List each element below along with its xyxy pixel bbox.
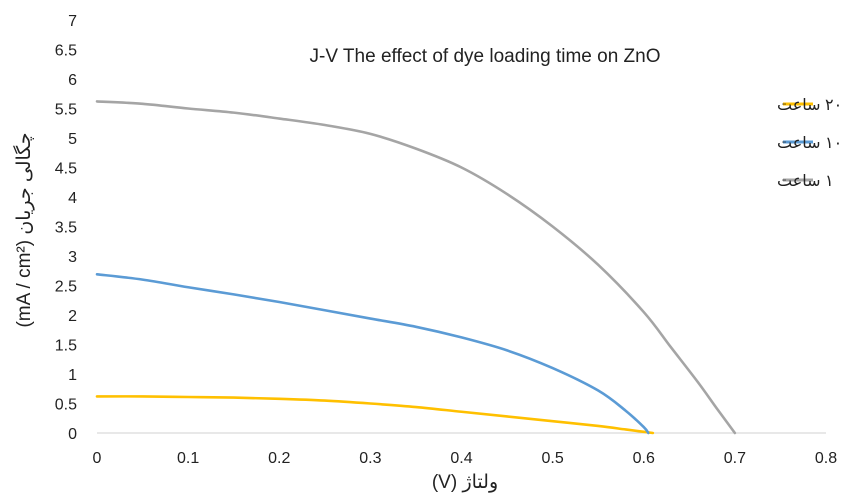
x-tick-label: 0.3 [359,450,381,467]
legend-label-2: ۱۰ ساعت [777,135,842,152]
y-tick-label: 3.5 [55,220,77,237]
y-tick-label: 3 [68,249,77,266]
y-axis-label: چگالی جریان (mA / cm²) [12,132,35,327]
series-line-3 [95,100,737,435]
x-tick-label: 0.2 [268,450,290,467]
x-tick-label: 0.7 [724,450,746,467]
y-tick-label: 4.5 [55,161,77,178]
x-tick-label: 0 [93,450,102,467]
series-lines [95,100,737,435]
y-tick-label: 4 [68,190,77,207]
x-tick-label: 0.5 [542,450,564,467]
chart-title: J-V The effect of dye loading time on Zn… [310,46,661,67]
legend: ۲۰ ساعت ۱۰ ساعت ۱ ساعت [777,97,842,190]
x-tick-label: 0.1 [177,450,199,467]
y-tick-label: 5.5 [55,102,77,119]
y-tick-label: 6 [68,72,77,89]
y-tick-label: 2.5 [55,279,77,296]
y-tick-label: 6.5 [55,43,77,60]
y-tick-label: 1.5 [55,338,77,355]
y-tick-label: 7 [68,13,77,30]
x-tick-label: 0.8 [815,450,837,467]
legend-label-3: ۱ ساعت [777,173,834,190]
axes: 0 0.1 0.2 0.3 0.4 0.5 0.6 0.7 0.8 0 0.5 1 1.5 2 2.5 3 3.… [55,13,837,467]
x-tick-label: 0.6 [633,450,655,467]
y-tick-label: 0 [68,426,77,443]
series-line-1 [95,395,655,435]
y-tick-label: 5 [68,131,77,148]
x-axis-label: ولتاژ (V) [432,472,498,493]
legend-label-1: ۲۰ ساعت [777,97,842,114]
y-tick-label: 1 [68,367,77,384]
x-tick-label: 0.4 [450,450,472,467]
y-tick-label: 2 [68,308,77,325]
series-line-2 [95,272,650,435]
y-tick-label: 0.5 [55,397,77,414]
